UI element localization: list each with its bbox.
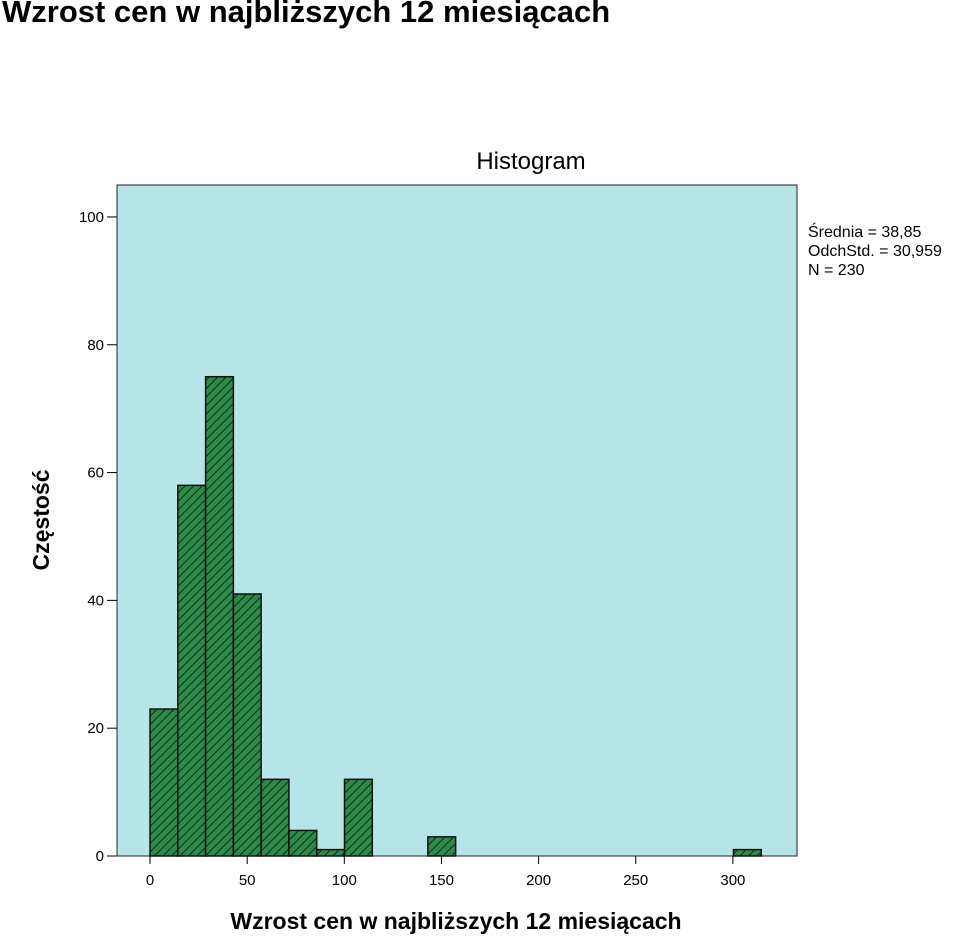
- histogram-bar: [732, 848, 763, 857]
- histogram-bar: [288, 829, 318, 857]
- y-tick-label: 80: [87, 337, 104, 354]
- histogram-bar: [315, 848, 346, 857]
- histogram-bar: [177, 484, 207, 857]
- y-axis-label: Częstość: [28, 469, 54, 570]
- x-tick-label: 100: [332, 872, 357, 889]
- x-tick-label: 50: [239, 872, 256, 889]
- stat-line: OdchStd. = 30,959: [808, 243, 942, 260]
- bars-group: [149, 375, 763, 857]
- y-tick-label: 40: [87, 592, 104, 609]
- y-tick-label: 100: [79, 209, 104, 226]
- histogram-bar: [260, 778, 290, 857]
- histogram-bar: [149, 708, 179, 857]
- page-title: Wzrost cen w najbliższych 12 miesiącach: [2, 0, 611, 29]
- stats-box: Średnia = 38,85 OdchStd. = 30,959 N = 230: [808, 222, 942, 279]
- x-tick-label: 150: [429, 872, 454, 889]
- x-tick-label: 250: [623, 872, 648, 889]
- axes-group: 0 20 40 60 80 100 0 50 100 150 200 250 300: [79, 209, 745, 889]
- histogram-bar: [427, 836, 457, 857]
- histogram-bar: [232, 593, 262, 857]
- x-tick-label: 300: [720, 872, 745, 889]
- x-axis-label: Wzrost cen w najbliższych 12 miesiącach: [230, 908, 681, 934]
- y-tick-label: 20: [87, 720, 104, 737]
- x-tick-label: 200: [526, 872, 551, 889]
- y-tick-label: 60: [87, 465, 104, 482]
- y-tick-label: 0: [96, 848, 104, 865]
- stat-line: Średnia = 38,85: [808, 222, 922, 241]
- histogram-bar: [204, 375, 235, 857]
- x-tick-label: 0: [146, 872, 154, 889]
- chart-title: Histogram: [476, 148, 585, 175]
- histogram-bar: [343, 778, 374, 857]
- stat-line: N = 230: [808, 262, 865, 279]
